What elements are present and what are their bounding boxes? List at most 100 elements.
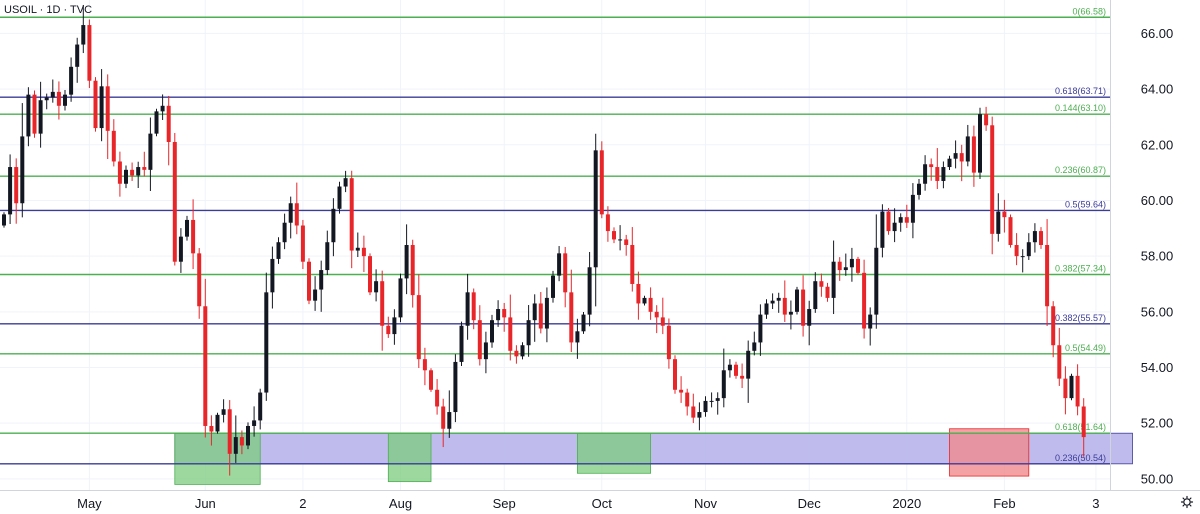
candle-body: [453, 361, 458, 413]
price-tick-label: 50.00: [1141, 471, 1174, 486]
fib-label: 0.236(60.87): [1055, 165, 1106, 175]
candle-body: [166, 105, 171, 142]
fib-label: 0.618(51.64): [1055, 422, 1106, 432]
candle-body: [746, 350, 751, 379]
candle-body: [8, 167, 13, 215]
candle-body: [660, 317, 665, 326]
candle-body: [764, 303, 769, 315]
candle-body: [868, 314, 873, 329]
candle-body: [917, 183, 921, 195]
candle-body: [1002, 211, 1007, 218]
fib-label: 0.382(57.34): [1055, 264, 1106, 274]
candle-body: [990, 125, 995, 234]
time-tick-label: Sep: [493, 496, 516, 511]
candle-body: [721, 370, 726, 399]
candle-body: [117, 161, 122, 184]
candle-body: [361, 247, 366, 257]
candle-body: [1045, 245, 1050, 307]
price-tick-label: 64.00: [1141, 82, 1174, 97]
candle-body: [87, 25, 92, 81]
candle-body: [758, 314, 763, 343]
fib-label: 0.5(54.49): [1065, 343, 1106, 353]
candle-body: [416, 295, 421, 360]
price-axis[interactable]: 50.00 52.00 54.00 56.00 58.00 60.00 62.00 64.00…: [1141, 26, 1174, 486]
candle-body: [563, 253, 568, 293]
candle-body: [258, 392, 263, 421]
candle-body: [410, 245, 415, 296]
chart-title: USOIL · 1D · TVC: [4, 4, 92, 16]
candle-body: [715, 398, 720, 401]
candle-body: [1069, 375, 1074, 399]
candle-body: [923, 164, 928, 184]
time-tick-label: Dec: [798, 496, 822, 511]
candle-body: [697, 412, 702, 418]
candle-body: [203, 306, 208, 426]
settings-gear-icon[interactable]: [1180, 495, 1194, 509]
candle-body: [612, 231, 616, 240]
candle-body: [32, 94, 37, 134]
price-tick-label: 52.00: [1141, 416, 1174, 431]
candle-body: [526, 320, 531, 346]
candle-body: [691, 406, 696, 418]
candle-body: [288, 203, 293, 223]
fib-label: 0.5(59.64): [1065, 199, 1106, 209]
zone-green: [387, 432, 432, 483]
candle-body: [404, 245, 409, 279]
candle-body: [209, 425, 214, 432]
candle-body: [953, 153, 958, 159]
candle-body: [837, 261, 842, 271]
candle-body: [490, 320, 494, 343]
candle-body: [20, 136, 25, 204]
candle-body: [233, 437, 238, 454]
candle-body: [483, 342, 488, 360]
candle-body: [337, 186, 342, 209]
price-tick-label: 56.00: [1141, 304, 1174, 319]
candle-body: [331, 208, 336, 243]
candle-body: [734, 364, 738, 376]
candle-body: [813, 281, 818, 310]
candle-body: [368, 256, 372, 293]
candle-body: [599, 150, 604, 215]
candle-body: [502, 309, 507, 318]
candle-body: [81, 25, 86, 45]
candle-body: [319, 270, 324, 290]
candle-body: [93, 80, 98, 129]
time-axis[interactable]: May Jun 2 Aug Sep Oct Nov Dec 2020 Feb 3: [77, 496, 1099, 511]
candle-body: [819, 281, 824, 287]
candle-body: [496, 309, 501, 321]
candle-body: [374, 281, 379, 293]
price-tick-label: 66.00: [1141, 26, 1174, 41]
candle-body: [1057, 345, 1062, 379]
candle-body: [264, 292, 269, 393]
candle-body: [44, 97, 49, 101]
candle-body: [996, 211, 1001, 234]
candle-body: [1020, 256, 1025, 258]
candle-body: [435, 389, 440, 407]
fib-label: 0(66.58): [1072, 6, 1106, 16]
candle-body: [929, 164, 934, 168]
candle-body: [770, 300, 775, 304]
candle-body: [514, 350, 519, 357]
candle-body: [630, 245, 635, 284]
candle-body: [459, 325, 464, 362]
candle-body: [898, 217, 903, 223]
zone-green: [174, 432, 261, 485]
support-zones: [174, 428, 1133, 485]
candle-body: [441, 406, 446, 429]
candle-body: [392, 317, 397, 335]
candle-body: [544, 297, 549, 329]
candle-body: [154, 111, 159, 134]
candle-body: [673, 359, 677, 390]
candle-body: [1063, 378, 1068, 399]
candle-body: [160, 105, 165, 112]
candle-body: [593, 150, 598, 268]
candle-body: [788, 311, 793, 315]
candle-body: [776, 297, 781, 301]
candle-body: [971, 136, 976, 173]
candle-body: [221, 409, 226, 415]
candle-body: [26, 94, 31, 137]
candle-body: [227, 409, 232, 454]
candle-body: [111, 130, 116, 162]
candle-body: [63, 94, 67, 106]
candle-body: [782, 297, 787, 315]
